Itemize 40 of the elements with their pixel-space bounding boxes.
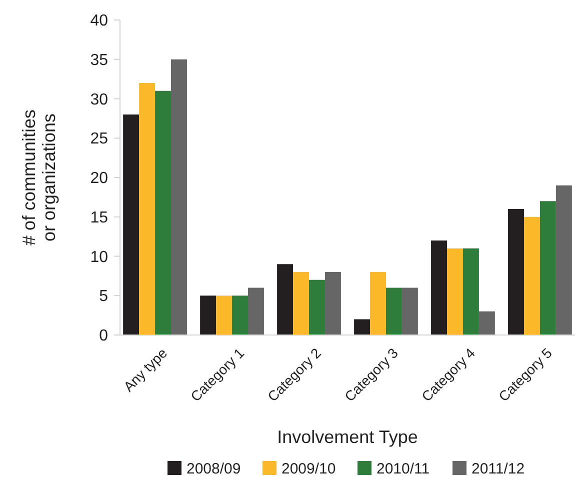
bar	[540, 201, 556, 335]
bar	[386, 288, 402, 335]
bar	[139, 83, 156, 335]
bar	[431, 240, 448, 335]
bar	[354, 319, 370, 335]
bar	[324, 272, 341, 335]
bar	[370, 272, 386, 335]
legend-label: 2008/09	[186, 460, 241, 478]
bar	[462, 248, 479, 335]
bar	[524, 216, 540, 335]
bar	[447, 248, 463, 335]
bar	[171, 59, 187, 335]
bar	[232, 296, 248, 335]
x-tick-label: Any type	[120, 344, 170, 395]
bar	[155, 90, 172, 335]
bar	[478, 311, 495, 335]
bar	[402, 288, 418, 335]
y-tick-label: 15	[90, 209, 108, 226]
y-tick-label: 40	[90, 12, 108, 30]
legend-label: 2009/10	[282, 460, 336, 478]
bar	[248, 288, 264, 335]
x-axis-title: Involvement Type	[277, 427, 418, 447]
legend-label: 2010/11	[376, 460, 430, 478]
bar	[277, 264, 294, 335]
y-tick-label: 25	[90, 130, 108, 148]
bar	[309, 280, 325, 335]
y-tick-label: 10	[90, 248, 108, 266]
y-axis-title: # of communities or organizations	[19, 109, 59, 246]
bar	[293, 272, 310, 335]
y-tick-label: 0	[99, 328, 108, 345]
bar	[123, 114, 140, 335]
y-tick-label: 20	[90, 170, 108, 188]
bar	[508, 209, 524, 335]
bar	[200, 296, 216, 335]
bar	[216, 296, 232, 335]
legend-label: 2011/12	[472, 460, 525, 478]
y-tick-label: 35	[90, 52, 108, 69]
y-tick-label: 30	[90, 91, 108, 108]
bar	[556, 185, 572, 335]
y-tick-label: 5	[99, 288, 108, 306]
